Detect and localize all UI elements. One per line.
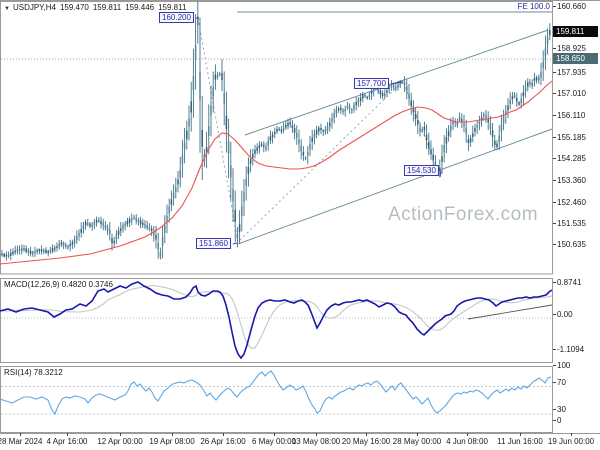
axis-price-label: 154.285: [557, 154, 586, 163]
symbol-label: USDJPY,H4: [12, 3, 56, 12]
axis-tick: [553, 314, 556, 315]
date-label: 28 Mar 2024: [0, 437, 43, 446]
date-tick: [223, 433, 224, 436]
axis-tick: [553, 93, 556, 94]
axis-price-label: 155.185: [557, 133, 586, 142]
axis-rsi-label: 70: [557, 378, 566, 387]
macd-panel[interactable]: [0, 278, 553, 363]
axis-macd-label: -1.1094: [557, 345, 585, 354]
axis-price-label: 157.010: [557, 89, 586, 98]
axis-price-box: 159.811: [553, 26, 598, 37]
axis-macd-label: 0.8741: [557, 278, 582, 287]
candle-series: [1, 1, 551, 261]
price-tag[interactable]: 151.860: [196, 238, 231, 249]
macd-line: [0, 281, 553, 360]
date-tick: [520, 433, 521, 436]
date-tick: [366, 433, 367, 436]
axis-price-label: 153.360: [557, 176, 586, 185]
price-tag-lead: [232, 242, 238, 245]
axis-tick: [553, 349, 556, 350]
axis-tick: [553, 115, 556, 116]
date-tick: [274, 433, 275, 436]
date-label: 11 Jun 16:00: [497, 437, 543, 446]
macd-label: MACD(12,26,9) 0.4820 0.3746: [4, 280, 113, 289]
axis-rsi-label: 30: [557, 405, 566, 414]
axis-tick: [553, 158, 556, 159]
axis-tick: [553, 6, 556, 7]
date-axis[interactable]: [0, 433, 600, 450]
axis-tick: [553, 365, 556, 366]
date-label: 19 Jun 00:00: [547, 437, 595, 446]
fib-extension-label: FE 100.0: [517, 2, 550, 11]
axis-tick: [553, 180, 556, 181]
date-label: 4 Jun 08:00: [446, 437, 488, 446]
price-panel[interactable]: [0, 1, 553, 275]
axis-tick: [553, 72, 556, 73]
axis-tick: [553, 409, 556, 410]
axis-price-label: 158.925: [557, 44, 586, 53]
axis-price-label: 156.110: [557, 111, 586, 120]
price-tag[interactable]: 157.700: [354, 78, 389, 89]
axis-tick: [553, 223, 556, 224]
date-tick: [172, 433, 173, 436]
axis-price-label: 152.460: [557, 198, 586, 207]
rsi-panel[interactable]: [0, 366, 553, 433]
low-value: 159.446: [125, 3, 155, 12]
date-label: 26 Apr 16:00: [200, 437, 246, 446]
date-tick: [417, 433, 418, 436]
moving-average-line: [0, 80, 553, 265]
axis-macd-label: 0.00: [557, 310, 573, 319]
macd-signal-line: [0, 285, 553, 349]
date-label: 4 Apr 16:00: [46, 437, 88, 446]
axis-rsi-label: 0: [557, 416, 562, 425]
symbol-info-bar: ▼ USDJPY,H4 159.470 159.811 159.446 159.811: [4, 3, 190, 12]
date-tick: [120, 433, 121, 436]
axis-rsi-label: 100: [557, 361, 571, 370]
axis-tick: [553, 420, 556, 421]
macd-trendline: [467, 304, 553, 320]
axis-tick: [553, 202, 556, 203]
date-label: 6 May 00:00: [251, 437, 297, 446]
close-value: 159.811: [158, 3, 187, 12]
price-tag[interactable]: 154.530: [404, 165, 439, 176]
date-tick: [67, 433, 68, 436]
price-tag[interactable]: 160.200: [159, 12, 194, 23]
date-tick: [316, 433, 317, 436]
axis-price-label: 151.535: [557, 219, 586, 228]
rsi-line: [0, 370, 552, 416]
axis-price-label: 160.660: [557, 2, 586, 11]
axis-price-label: 150.635: [557, 240, 586, 249]
watermark: ActionForex.com: [388, 204, 539, 225]
axis-tick: [553, 48, 556, 49]
date-label: 13 May 08:00: [291, 437, 341, 446]
chevron-down-icon[interactable]: ▼: [4, 6, 10, 12]
date-tick: [571, 433, 572, 436]
axis-price-box: 158.650: [553, 53, 598, 64]
axis-tick: [553, 244, 556, 245]
date-label: 19 Apr 08:00: [149, 437, 195, 446]
axis-tick: [553, 282, 556, 283]
price-panel-border: [0, 1, 553, 275]
price-tag-lead: [439, 170, 442, 178]
date-label: 28 May 00:00: [392, 437, 442, 446]
axis-tick: [553, 137, 556, 138]
macd-panel-border: [0, 278, 553, 363]
date-label: 20 May 16:00: [341, 437, 391, 446]
price-tag-lead: [390, 81, 403, 85]
axis-price-label: 157.935: [557, 68, 586, 77]
date-tick: [467, 433, 468, 436]
rsi-label: RSI(14) 78.3212: [4, 368, 63, 377]
high-value: 159.811: [92, 3, 122, 12]
rsi-panel-border: [0, 366, 553, 433]
date-label: 12 Apr 00:00: [97, 437, 143, 446]
date-tick: [20, 433, 21, 436]
axis-tick: [553, 382, 556, 383]
open-value: 159.470: [59, 3, 89, 12]
channel-lower-line: [237, 128, 553, 245]
